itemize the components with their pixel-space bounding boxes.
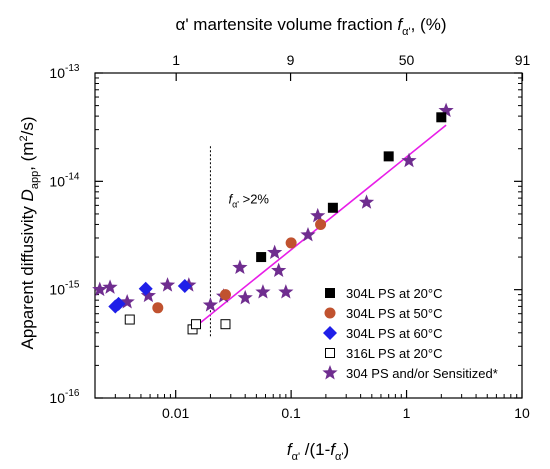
- legend-label: 316L PS at 20°C: [346, 346, 443, 361]
- x-axis-title: fα' /(1-fα'): [287, 440, 349, 463]
- data-point-diamond: [177, 279, 192, 294]
- y-tick-exponent: -13: [65, 63, 80, 74]
- data-point-star: [255, 284, 271, 299]
- data-point-star: [358, 194, 375, 209]
- data-point-square-open: [191, 319, 202, 330]
- data-point-square-filled: [327, 202, 338, 213]
- data-point-star: [300, 226, 316, 242]
- data-point-star: [232, 259, 248, 275]
- y-tick-label: 10: [49, 65, 65, 81]
- legend-marker-square-filled: [325, 288, 335, 298]
- y-tick-label: 10: [49, 173, 65, 189]
- data-point-star: [237, 289, 253, 305]
- y-tick-label: 10: [49, 282, 65, 298]
- top-axis-title: α' martensite volume fraction fα', (%): [176, 15, 447, 38]
- data-point-circle: [285, 237, 297, 249]
- legend-marker-circle: [324, 307, 336, 319]
- y-tick-exponent: -16: [65, 388, 80, 399]
- threshold-annotation: fα' >2%: [228, 191, 269, 209]
- data-point-star: [119, 293, 135, 309]
- x-tick-label: 0.01: [162, 405, 189, 421]
- legend-marker-star: [322, 365, 338, 380]
- data-point-circle: [152, 302, 164, 314]
- legend-label: 304L PS at 60°C: [346, 326, 443, 341]
- legend-label: 304L PS at 50°C: [346, 306, 443, 321]
- y-axis-title: Apparent diffusivity Dapp, (m2/s): [18, 117, 41, 350]
- y-tick-label: 10: [49, 390, 65, 406]
- data-point-square-filled: [256, 252, 267, 263]
- data-point-diamond: [111, 296, 126, 311]
- legend-marker-square-open: [325, 348, 335, 358]
- legend-label: 304L PS at 20°C: [346, 286, 443, 301]
- legend-label: 304 PS and/or Sensitized*: [346, 366, 498, 381]
- data-point-circle: [315, 218, 327, 230]
- plot-frame: [94, 72, 523, 399]
- data-point-star: [438, 102, 454, 118]
- data-point-star: [202, 297, 219, 312]
- data-point-square-open: [124, 314, 135, 325]
- data-point-star: [271, 262, 287, 278]
- top-tick-label: 50: [399, 52, 415, 68]
- data-point-star: [401, 152, 417, 168]
- data-point-square-open: [220, 319, 231, 330]
- data-point-star: [159, 277, 176, 292]
- top-tick-label: 9: [287, 52, 295, 68]
- x-tick-label: 1: [403, 405, 411, 421]
- data-point-star: [102, 279, 118, 294]
- data-point-star: [310, 207, 326, 223]
- data-point-diamond: [138, 281, 153, 296]
- data-point-square-filled: [436, 112, 447, 123]
- legend-marker-diamond: [323, 326, 337, 340]
- x-tick-label: 0.1: [281, 405, 301, 421]
- x-tick-label: 10: [514, 405, 530, 421]
- top-tick-label: 1: [172, 52, 180, 68]
- top-tick-label: 91: [515, 52, 531, 68]
- data-point-circle: [219, 289, 231, 301]
- data-point-star: [267, 244, 283, 260]
- data-point-star: [92, 281, 108, 297]
- y-tick-exponent: -15: [65, 280, 80, 291]
- legend: 304L PS at 20°C 304L PS at 50°C 304L PS at…: [322, 286, 498, 381]
- y-tick-exponent: -14: [65, 171, 80, 182]
- data-point-star: [140, 287, 156, 303]
- data-point-star: [278, 284, 294, 299]
- data-point-square-filled: [383, 151, 394, 162]
